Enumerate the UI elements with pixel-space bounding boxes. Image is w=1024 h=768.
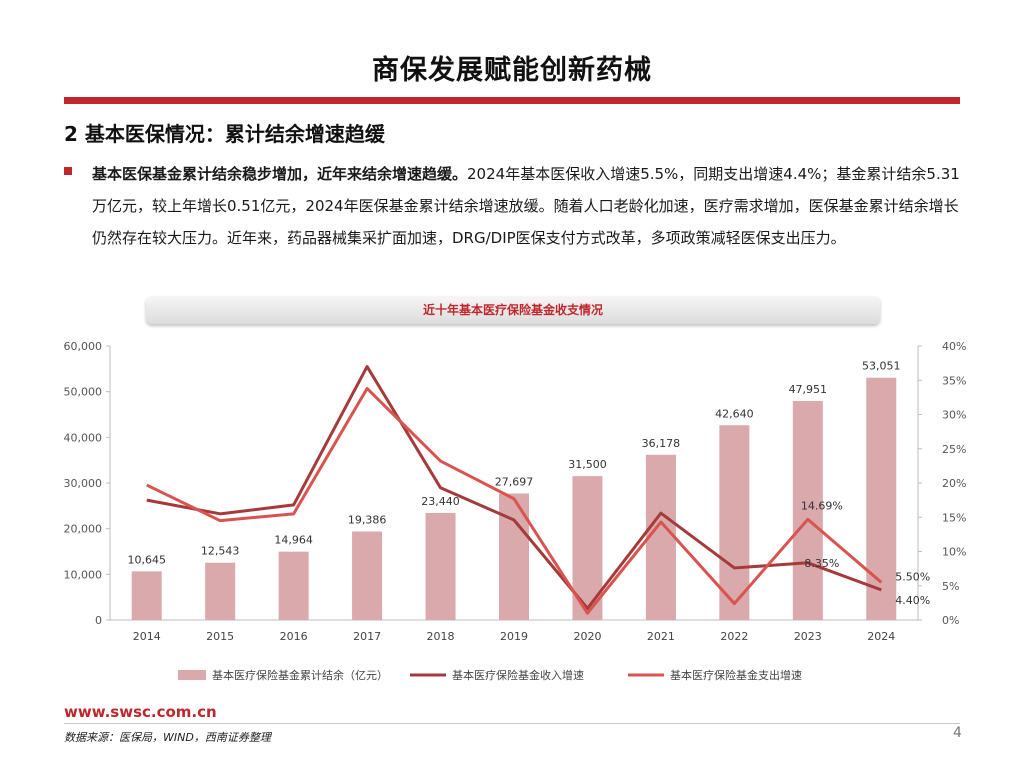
bar-data-label: 27,697 — [495, 476, 534, 489]
left-axis-tick-label: 20,000 — [64, 523, 103, 536]
right-axis-tick-label: 25% — [942, 443, 966, 456]
x-axis-tick-label: 2015 — [206, 630, 234, 643]
data-labels: 10,645 12,543 14,964 19,386 23,440 27,697 31,5… — [127, 360, 930, 607]
line-data-label: 8.35% — [804, 557, 839, 570]
left-axis-tick-label: 10,000 — [64, 568, 103, 581]
right-axis-tick-label: 0% — [942, 614, 959, 627]
left-axis-tick-label: 30,000 — [64, 477, 103, 490]
bar — [866, 377, 897, 620]
section-heading: 2 基本医保情况：累计结余增速趋缓 — [64, 122, 385, 146]
x-axis-tick-label: 2017 — [353, 630, 381, 643]
bar-data-label: 31,500 — [568, 458, 607, 471]
x-axis-tick-label: 2024 — [867, 630, 895, 643]
bar-data-label: 47,951 — [789, 383, 828, 396]
bar-data-label: 36,178 — [642, 437, 681, 450]
bar-data-label: 23,440 — [421, 495, 460, 508]
x-axis-tick-label: 2018 — [427, 630, 455, 643]
bar-data-label: 10,645 — [127, 553, 166, 566]
left-axis-tick-label: 0 — [95, 614, 102, 627]
bullet-lead: 基本医保基金累计结余稳步增加，近年来结余增速趋缓。 — [92, 165, 468, 183]
right-axis-tick-label: 35% — [942, 374, 966, 387]
line-data-label: 5.50% — [895, 570, 930, 583]
right-axis-tick-label: 40% — [942, 340, 966, 353]
bar-data-label: 14,964 — [274, 534, 313, 547]
site-url[interactable]: www.swsc.com.cn — [64, 703, 217, 721]
title-rule — [64, 97, 960, 104]
right-axis-tick-label: 30% — [942, 409, 966, 422]
page-title: 商保发展赋能创新药械 — [372, 55, 652, 86]
x-axis-tick-label: 2023 — [794, 630, 822, 643]
bullet-body: 2024年基本医保收入增速5.5%，同期支出增速4.4%；基金累计结余5.31万… — [92, 165, 960, 247]
line-data-label: 4.40% — [895, 594, 930, 607]
bar — [645, 454, 676, 620]
chart-title: 近十年基本医疗保险基金收支情况 — [146, 296, 880, 324]
right-axis-tick-label: 10% — [942, 546, 966, 559]
bar — [719, 425, 750, 620]
x-axis-tick-label: 2022 — [720, 630, 748, 643]
expense-growth-line — [146, 386, 883, 615]
legend-label: 基本医疗保险基金支出增速 — [670, 668, 802, 682]
footer-rule — [64, 723, 960, 724]
bullet-paragraph: 基本医保基金累计结余稳步增加，近年来结余增速趋缓。2024年基本医保收入增速5.… — [64, 158, 964, 254]
line-series — [146, 365, 883, 615]
right-axis-tick-label: 20% — [942, 477, 966, 490]
legend-bar-swatch — [178, 670, 206, 680]
chart-axes: 0 10,000 20,000 30,000 40,000 50,000 60,000 0% 5… — [64, 340, 967, 643]
bullet-square-icon — [64, 167, 72, 175]
combo-chart: 0 10,000 20,000 30,000 40,000 50,000 60,000 0% 5… — [64, 340, 967, 682]
income-growth-line — [146, 365, 882, 610]
source-note: 数据来源：医保局，WIND，西南证券整理 — [64, 731, 271, 744]
left-axis-tick-label: 60,000 — [64, 340, 103, 353]
x-axis-tick-label: 2019 — [500, 630, 528, 643]
bar — [792, 401, 823, 620]
right-axis-tick-label: 15% — [942, 511, 966, 524]
bullet-text: 基本医保基金累计结余稳步增加，近年来结余增速趋缓。2024年基本医保收入增速5.… — [92, 158, 964, 254]
bar-series — [131, 377, 897, 620]
x-axis-tick-label: 2014 — [133, 630, 161, 643]
bar-data-label: 42,640 — [715, 407, 754, 420]
bar-data-label: 19,386 — [348, 513, 387, 526]
bar-data-label: 12,543 — [201, 545, 240, 558]
x-axis-tick-label: 2016 — [280, 630, 308, 643]
chart-legend: 基本医疗保险基金累计结余（亿元） 基本医疗保险基金收入增速 基本医疗保险基金支出增速 — [178, 668, 802, 682]
legend-label: 基本医疗保险基金收入增速 — [452, 668, 584, 682]
bar-data-label: 53,051 — [862, 360, 901, 373]
line-data-label: 14.69% — [801, 499, 843, 512]
bar — [352, 531, 383, 620]
right-axis-tick-label: 5% — [942, 580, 959, 593]
bar — [278, 551, 309, 620]
left-axis-tick-label: 40,000 — [64, 431, 103, 444]
x-axis-tick-label: 2021 — [647, 630, 675, 643]
page-number: 4 — [953, 725, 962, 741]
legend-label: 基本医疗保险基金累计结余（亿元） — [212, 668, 388, 682]
bar — [131, 571, 162, 620]
x-axis-tick-label: 2020 — [573, 630, 601, 643]
left-axis-tick-label: 50,000 — [64, 386, 103, 399]
bar — [205, 562, 236, 620]
bar — [425, 512, 456, 620]
